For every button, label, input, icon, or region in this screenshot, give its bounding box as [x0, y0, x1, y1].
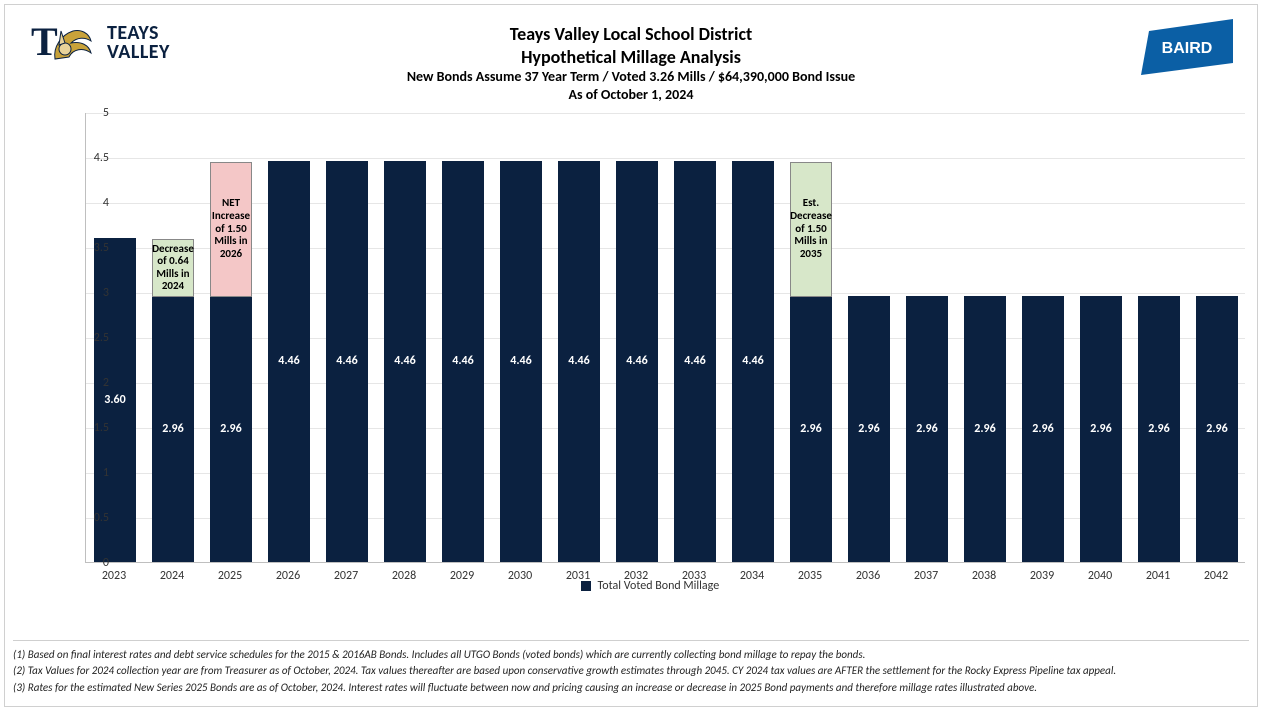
bar-value-label: 2.96: [1022, 422, 1064, 436]
x-tick-label: 2028: [392, 569, 416, 583]
annotation-box: NET Increase of 1.50 Mills in 2026: [210, 162, 252, 297]
bar-value-label: 2.96: [152, 422, 194, 436]
bar-value-label: 2.96: [848, 422, 890, 436]
chart-titles: Teays Valley Local School District Hypot…: [5, 23, 1257, 104]
x-tick-label: 2038: [972, 569, 996, 583]
bar: 4.46: [674, 161, 716, 562]
bar-value-label: 2.96: [790, 422, 832, 436]
gridline: [86, 428, 1245, 429]
annotation-box: Decrease of 0.64 Mills in 2024: [152, 239, 194, 297]
y-tick-label: 2: [81, 376, 109, 390]
bar: 2.96: [1196, 296, 1238, 562]
bar-value-label: 2.96: [1196, 422, 1238, 436]
bar: 2.96: [1080, 296, 1122, 562]
bar: 2.96: [790, 296, 832, 562]
x-tick-label: 2041: [1146, 569, 1170, 583]
bar-value-label: 4.46: [326, 354, 368, 368]
bar: 2.96: [906, 296, 948, 562]
x-tick-label: 2040: [1088, 569, 1112, 583]
bar-value-label: 2.96: [906, 422, 948, 436]
gridline: [86, 338, 1245, 339]
gridline: [86, 293, 1245, 294]
chart-frame: T TEAYS VALLEY BAIRD Teays Valley Local …: [4, 4, 1258, 707]
subtitle-line-2: As of October 1, 2024: [5, 86, 1257, 104]
bar: 2.96: [848, 296, 890, 562]
bar: 4.46: [732, 161, 774, 562]
chart-area: 3.60 2.96 2.96 4.46 4.46 4.46 4.46 4.46 4.46 4.46…: [55, 113, 1245, 593]
title-line-1: Teays Valley Local School District: [5, 23, 1257, 46]
bar-value-label: 4.46: [674, 354, 716, 368]
y-tick-label: 1.5: [81, 421, 109, 435]
gridline: [86, 113, 1245, 114]
x-tick-label: 2034: [740, 569, 764, 583]
bar: 2.96: [1022, 296, 1064, 562]
footnotes: (1) Based on final interest rates and de…: [13, 640, 1249, 697]
x-tick-label: 2031: [566, 569, 590, 583]
bar-value-label: 3.60: [94, 393, 136, 407]
bar-value-label: 2.96: [1080, 422, 1122, 436]
x-tick-label: 2030: [508, 569, 532, 583]
x-tick-label: 2023: [102, 569, 126, 583]
bar: 4.46: [558, 161, 600, 562]
y-tick-label: 1: [81, 466, 109, 480]
y-tick-label: 3.5: [81, 241, 109, 255]
plot-area: 3.60 2.96 2.96 4.46 4.46 4.46 4.46 4.46 4.46 4.46…: [85, 113, 1245, 563]
bar: 2.96: [210, 296, 252, 562]
gridline: [86, 383, 1245, 384]
footnote-divider: [13, 640, 1249, 641]
y-tick-label: 0.5: [81, 511, 109, 525]
bar-value-label: 4.46: [384, 354, 426, 368]
bar-value-label: 2.96: [1138, 422, 1180, 436]
bar: 4.46: [500, 161, 542, 562]
bar-value-label: 4.46: [442, 354, 484, 368]
gridline: [86, 203, 1245, 204]
bar: 4.46: [442, 161, 484, 562]
bar-value-label: 4.46: [500, 354, 542, 368]
y-tick-label: 0: [81, 556, 109, 570]
annotation-box: Est. Decrease of 1.50 Mills in 2035: [790, 162, 832, 297]
bar-value-label: 4.46: [268, 354, 310, 368]
y-tick-label: 4.5: [81, 151, 109, 165]
x-tick-label: 2037: [914, 569, 938, 583]
x-tick-label: 2026: [276, 569, 300, 583]
x-tick-label: 2032: [624, 569, 648, 583]
bar: 4.46: [384, 161, 426, 562]
footnote-3: (3) Rates for the estimated New Series 2…: [13, 680, 1249, 697]
y-tick-label: 2.5: [81, 331, 109, 345]
bar-value-label: 2.96: [210, 422, 252, 436]
gridline: [86, 248, 1245, 249]
y-tick-label: 5: [81, 106, 109, 120]
x-tick-label: 2025: [218, 569, 242, 583]
x-tick-label: 2042: [1204, 569, 1228, 583]
bar: 2.96: [964, 296, 1006, 562]
footnote-2: (2) Tax Values for 2024 collection year …: [13, 663, 1249, 680]
x-tick-label: 2024: [160, 569, 184, 583]
title-line-2: Hypothetical Millage Analysis: [5, 46, 1257, 69]
gridline: [86, 158, 1245, 159]
bar: 4.46: [616, 161, 658, 562]
y-tick-label: 3: [81, 286, 109, 300]
bar: 2.96: [1138, 296, 1180, 562]
footnote-1: (1) Based on final interest rates and de…: [13, 647, 1249, 664]
bar: 2.96: [152, 296, 194, 562]
y-tick-label: 4: [81, 196, 109, 210]
bar-value-label: 4.46: [616, 354, 658, 368]
x-tick-label: 2036: [856, 569, 880, 583]
x-tick-label: 2027: [334, 569, 358, 583]
x-tick-label: 2029: [450, 569, 474, 583]
subtitle-line-1: New Bonds Assume 37 Year Term / Voted 3.…: [5, 68, 1257, 86]
gridline: [86, 473, 1245, 474]
x-tick-label: 2039: [1030, 569, 1054, 583]
gridline: [86, 518, 1245, 519]
bar-value-label: 4.46: [732, 354, 774, 368]
bar: 4.46: [326, 161, 368, 562]
x-tick-label: 2035: [798, 569, 822, 583]
bar: 4.46: [268, 161, 310, 562]
bar-value-label: 4.46: [558, 354, 600, 368]
bar-value-label: 2.96: [964, 422, 1006, 436]
x-tick-label: 2033: [682, 569, 706, 583]
